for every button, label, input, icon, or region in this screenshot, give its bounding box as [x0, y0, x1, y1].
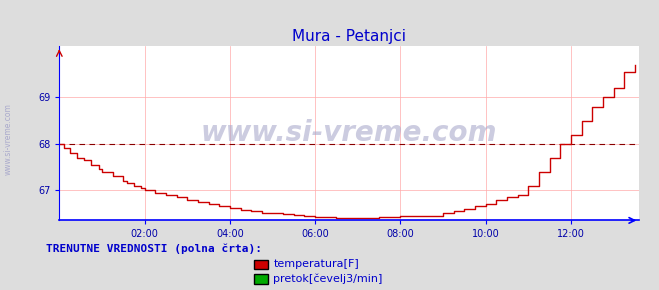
Text: temperatura[F]: temperatura[F]	[273, 260, 359, 269]
Text: pretok[čevelj3/min]: pretok[čevelj3/min]	[273, 274, 383, 284]
Text: www.si-vreme.com: www.si-vreme.com	[201, 119, 498, 147]
Text: TRENUTNE VREDNOSTI (polna črta):: TRENUTNE VREDNOSTI (polna črta):	[46, 244, 262, 254]
Title: Mura - Petanjci: Mura - Petanjci	[293, 29, 406, 44]
Text: www.si-vreme.com: www.si-vreme.com	[4, 103, 13, 175]
